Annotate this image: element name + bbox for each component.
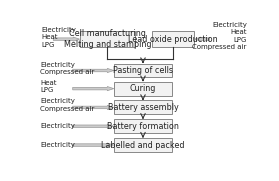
FancyArrow shape [73,105,114,110]
FancyBboxPatch shape [114,64,172,77]
Text: Electricity
Compressed air: Electricity Compressed air [40,98,95,112]
FancyArrow shape [194,37,210,41]
Text: Pasting of cells: Pasting of cells [113,66,173,75]
FancyBboxPatch shape [152,31,194,47]
Text: Heat
LPG: Heat LPG [40,80,57,93]
FancyBboxPatch shape [114,119,172,133]
Text: Curing: Curing [130,84,156,93]
Text: Electricity: Electricity [40,123,75,129]
Text: Cell manufacturing
Melting and stamping: Cell manufacturing Melting and stamping [64,29,151,49]
Text: Electricity: Electricity [40,142,75,148]
FancyArrow shape [53,37,80,41]
FancyBboxPatch shape [114,82,172,96]
FancyArrow shape [73,68,114,73]
FancyArrow shape [73,143,114,147]
Text: Battery formation: Battery formation [107,122,179,131]
Text: Electricity
Heat
LPG: Electricity Heat LPG [41,27,76,48]
FancyBboxPatch shape [80,31,135,47]
FancyBboxPatch shape [114,100,172,114]
FancyArrow shape [73,124,114,128]
Text: Labelled and packed: Labelled and packed [101,141,185,150]
FancyArrow shape [73,87,114,91]
Text: Electricity
Heat
LPG
Compressed air: Electricity Heat LPG Compressed air [193,22,247,50]
Text: Electricity
Compressed air: Electricity Compressed air [40,62,95,75]
Text: Battery assembly: Battery assembly [108,103,178,112]
FancyBboxPatch shape [114,138,172,152]
Text: Lead oxide production: Lead oxide production [128,35,218,44]
